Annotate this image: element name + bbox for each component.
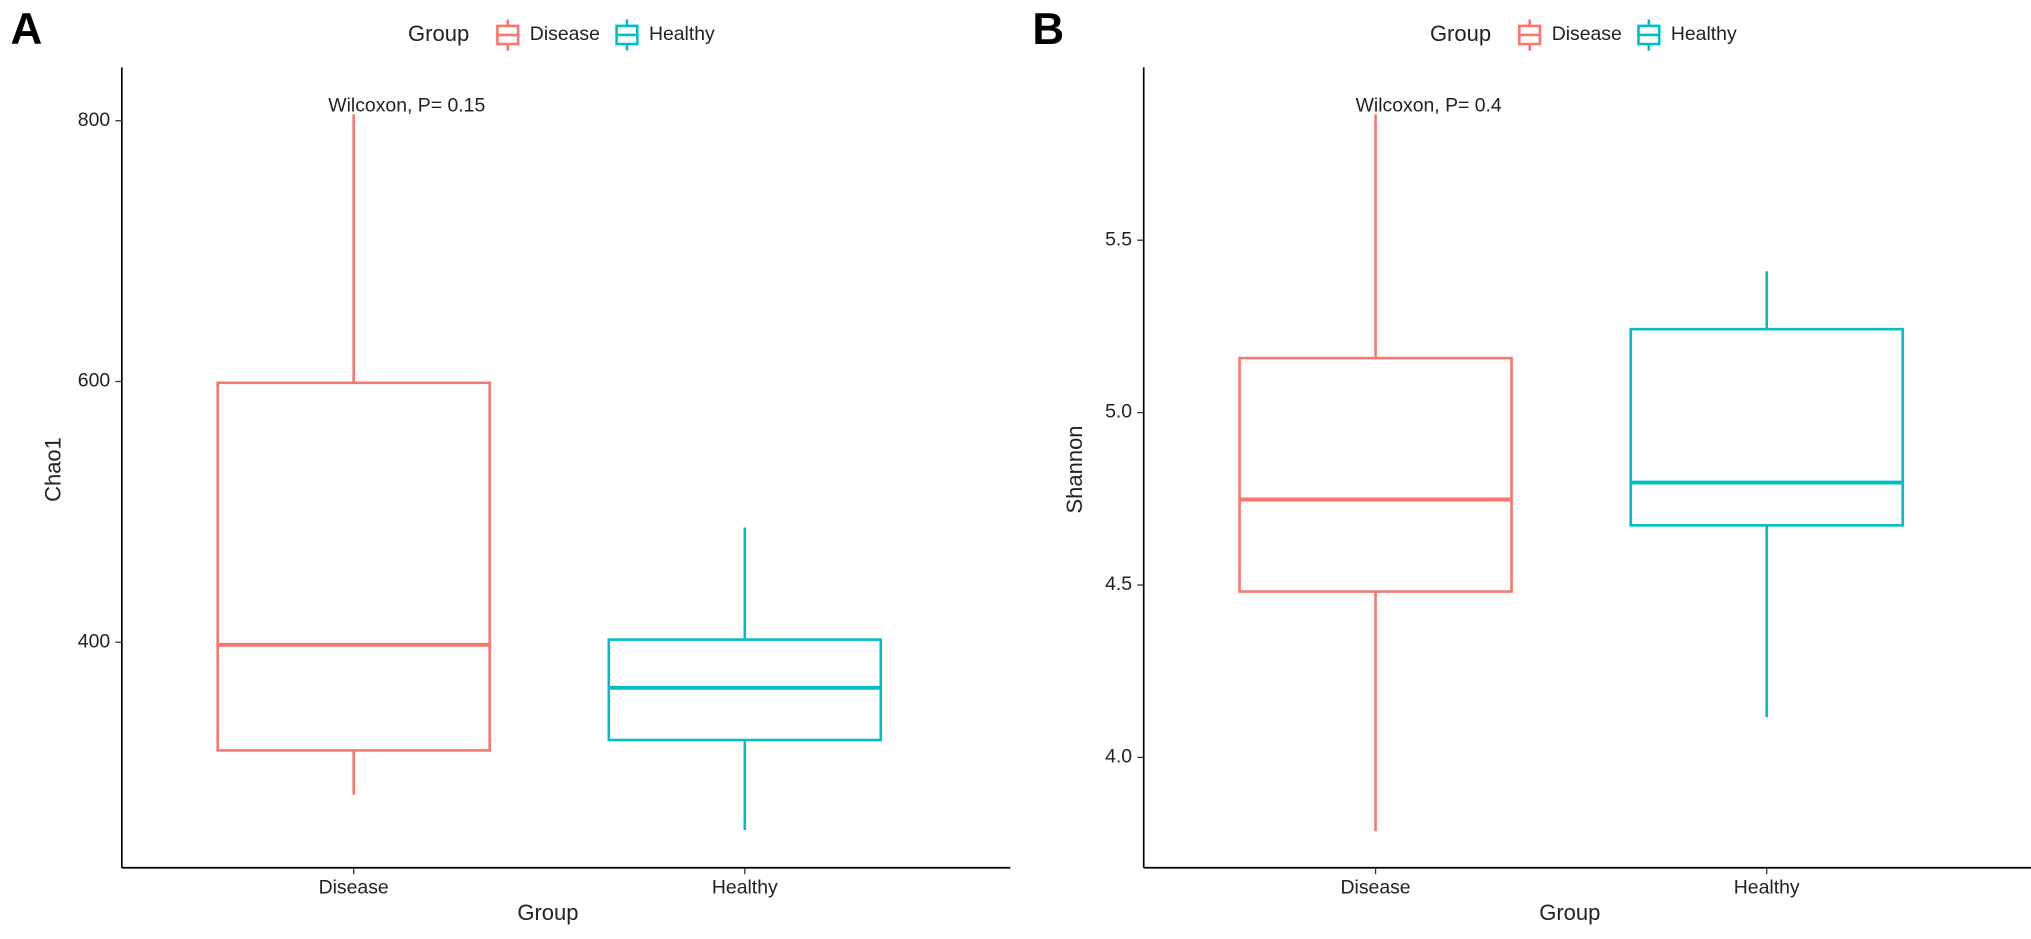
panel-label: B <box>1032 5 1064 54</box>
legend-label: Disease <box>530 23 600 45</box>
legend-key <box>615 19 639 51</box>
legend-label: Healthy <box>649 23 715 45</box>
legend-title: Group <box>408 21 469 46</box>
x-tick-label: Disease <box>319 877 389 899</box>
annotation: Wilcoxon, P= 0.4 <box>1356 94 1502 116</box>
y-tick-label: 600 <box>78 370 111 392</box>
x-axis-label: Group <box>517 900 578 925</box>
panel-label: A <box>10 5 42 54</box>
y-axis-label: Chao1 <box>40 437 65 502</box>
legend-label: Disease <box>1552 23 1622 45</box>
legend-label: Healthy <box>1671 23 1737 45</box>
box <box>216 381 491 752</box>
legend-key <box>496 19 520 51</box>
legend-key <box>1637 19 1661 51</box>
legend-key <box>1518 19 1542 51</box>
box <box>1629 327 1904 527</box>
legend-title: Group <box>1430 21 1491 46</box>
y-tick-label: 4.5 <box>1105 573 1132 595</box>
x-axis-label: Group <box>1539 900 1600 925</box>
box <box>1238 356 1513 593</box>
annotation: Wilcoxon, P= 0.15 <box>328 94 485 116</box>
box <box>607 638 883 742</box>
y-tick-label: 4.0 <box>1105 746 1132 768</box>
y-tick-label: 800 <box>78 109 111 131</box>
x-tick-label: Healthy <box>712 877 778 899</box>
x-tick-label: Disease <box>1340 877 1410 899</box>
panel: B Group Disease Healthy 4.0 4.5 5.0 5.5 Shannon G… <box>1032 5 2031 925</box>
x-tick-label: Healthy <box>1734 877 1800 899</box>
y-axis-label: Shannon <box>1062 425 1087 513</box>
y-tick-label: 5.5 <box>1105 228 1132 250</box>
panel: A Group Disease Healthy 400 600 800 Chao1 Group W… <box>10 5 1011 925</box>
y-tick-label: 400 <box>78 630 111 652</box>
y-tick-label: 5.0 <box>1105 401 1132 423</box>
